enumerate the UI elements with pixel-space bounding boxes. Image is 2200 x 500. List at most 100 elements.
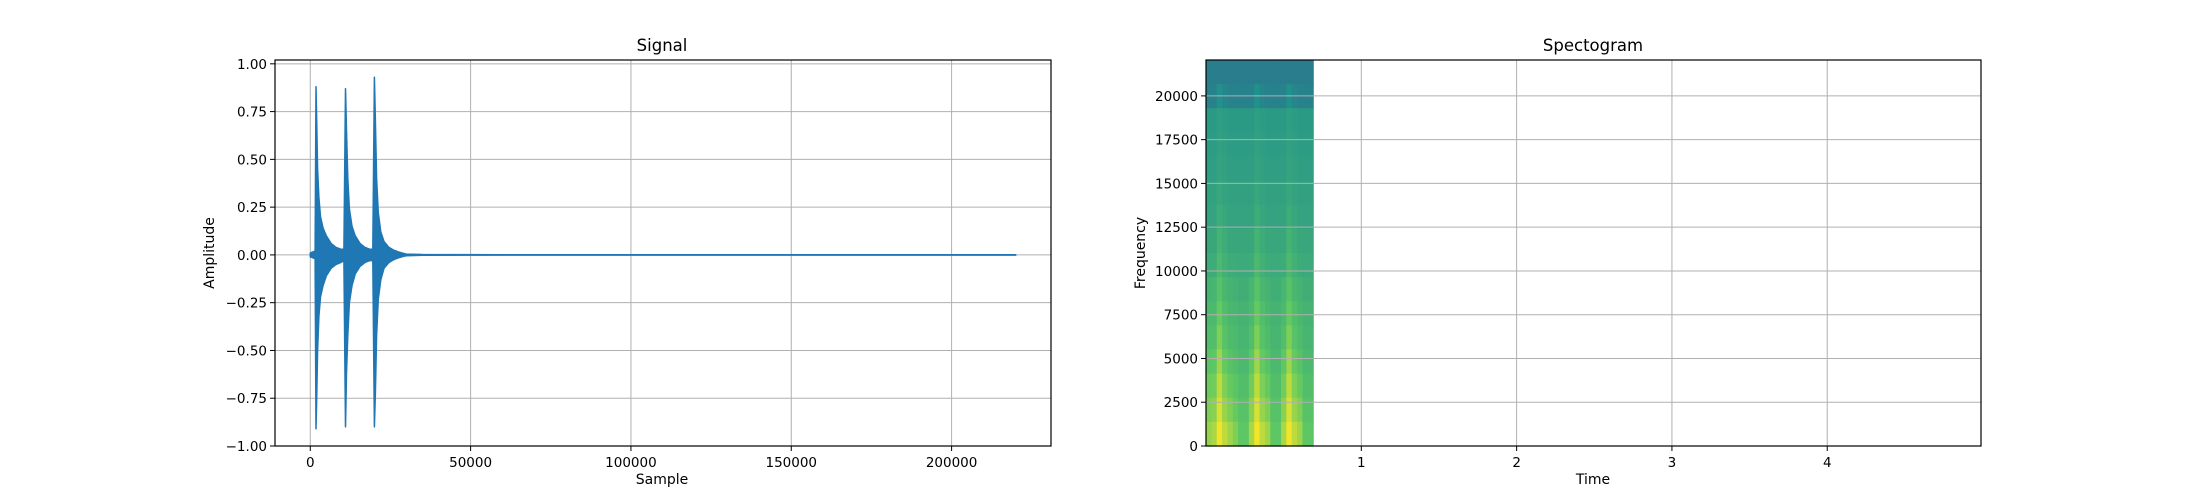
spectrogram-cell	[1216, 253, 1223, 278]
spectrogram-cell	[1259, 421, 1266, 447]
spectrogram-cell	[1254, 228, 1261, 254]
spectrogram-cell	[1254, 301, 1261, 326]
spectrogram-cell	[1238, 180, 1245, 206]
spectrogram-cell	[1259, 156, 1266, 182]
spectrogram-cell	[1281, 325, 1287, 351]
spectrogram-cell	[1275, 84, 1282, 109]
spectrogram-cell	[1307, 421, 1314, 447]
spectrogram-cell	[1216, 373, 1223, 399]
spectrogram-cell	[1281, 349, 1287, 375]
spectrogram-cell	[1275, 60, 1282, 85]
spectrogram-plot: Spectogram Time Frequency 1 2 3 4 0 2500 5000 7…	[1133, 36, 1982, 488]
spectrogram-cell	[1270, 349, 1277, 375]
spectrogram-cell	[1206, 397, 1212, 423]
spectrogram-cell	[1206, 108, 1212, 133]
spectrogram-cell	[1291, 204, 1298, 230]
spectrogram-cell	[1232, 132, 1239, 158]
spectrogram-cell	[1222, 277, 1229, 302]
spectrogram-cell	[1211, 349, 1218, 375]
spectrogram-cell	[1264, 325, 1271, 351]
signal-ytick-label: −0.75	[226, 391, 267, 407]
spectrogram-cell	[1216, 228, 1223, 254]
spectrogram-cell	[1264, 253, 1271, 278]
spectrogram-cell	[1281, 132, 1287, 158]
spectrogram-cell	[1270, 156, 1277, 182]
spectrogram-cell	[1291, 277, 1298, 302]
spectrogram-cell	[1254, 132, 1261, 158]
spectrogram-cell	[1281, 397, 1287, 423]
spectrogram-cell	[1264, 180, 1271, 206]
signal-xtick-label: 150000	[765, 455, 817, 471]
spectrogram-cell	[1264, 301, 1271, 326]
spectrogram-cell	[1227, 421, 1234, 447]
spectrogram-cell	[1307, 277, 1314, 302]
spectrogram-cell	[1238, 132, 1245, 158]
spectrogram-cell	[1254, 180, 1261, 206]
spectrogram-cell	[1222, 373, 1229, 399]
spectrogram-cell	[1297, 253, 1304, 278]
spectrogram-xtick-label: 1	[1357, 455, 1366, 471]
spectrogram-cell	[1307, 253, 1314, 278]
spectrogram-cell	[1222, 253, 1229, 278]
spectrogram-cell	[1259, 180, 1266, 206]
spectrogram-cell	[1297, 132, 1304, 158]
spectrogram-cell	[1238, 373, 1245, 399]
spectrogram-cell	[1227, 180, 1234, 206]
signal-ytick-label: 0.25	[237, 200, 267, 216]
spectrogram-cell	[1243, 60, 1250, 85]
spectrogram-cell	[1232, 84, 1239, 109]
spectrogram-ytick-label: 10000	[1155, 264, 1198, 280]
spectrogram-cell	[1259, 301, 1266, 326]
signal-axes-frame	[274, 59, 1052, 447]
spectrogram-cell	[1281, 180, 1287, 206]
spectrogram-cell	[1254, 84, 1261, 109]
signal-xtick-label: 0	[306, 455, 315, 471]
spectrogram-cell	[1248, 228, 1255, 254]
spectrogram-cell	[1302, 373, 1309, 399]
spectrogram-cell	[1281, 228, 1287, 254]
spectrogram-cell	[1206, 373, 1212, 399]
spectrogram-cell	[1222, 180, 1229, 206]
spectrogram-cell	[1216, 108, 1223, 133]
spectrogram-cell	[1291, 349, 1298, 375]
spectrogram-cell	[1302, 325, 1309, 351]
spectrogram-cell	[1254, 349, 1261, 375]
signal-xtick-label: 100000	[605, 455, 657, 471]
spectrogram-cell	[1275, 373, 1282, 399]
spectrogram-cell	[1211, 180, 1218, 206]
spectrogram-cell	[1259, 397, 1266, 423]
signal-title: Signal	[637, 36, 688, 55]
spectrogram-cell	[1286, 132, 1293, 158]
spectrogram-cell	[1248, 108, 1255, 133]
spectrogram-cell	[1238, 349, 1245, 375]
spectrogram-cell	[1206, 325, 1212, 351]
spectrogram-cell	[1291, 60, 1298, 85]
spectrogram-cell	[1286, 180, 1293, 206]
spectrogram-cell	[1302, 84, 1309, 109]
spectrogram-cell	[1270, 108, 1277, 133]
spectrogram-cell	[1211, 228, 1218, 254]
spectrogram-cell	[1264, 156, 1271, 182]
spectrogram-cell	[1222, 228, 1229, 254]
spectrogram-cell	[1243, 277, 1250, 302]
spectrogram-cell	[1281, 421, 1287, 447]
spectrogram-cell	[1254, 156, 1261, 182]
spectrogram-cell	[1206, 253, 1212, 278]
spectrogram-cell	[1291, 421, 1298, 447]
spectrogram-cell	[1281, 253, 1287, 278]
spectrogram-cell	[1254, 253, 1261, 278]
spectrogram-cell	[1264, 84, 1271, 109]
spectrogram-cell	[1281, 204, 1287, 230]
spectrogram-cell	[1286, 373, 1293, 399]
spectrogram-cell	[1216, 277, 1223, 302]
spectrogram-cell	[1216, 349, 1223, 375]
spectrogram-cell	[1307, 397, 1314, 423]
spectrogram-cell	[1291, 156, 1298, 182]
spectrogram-cell	[1270, 373, 1277, 399]
spectrogram-cell	[1216, 156, 1223, 182]
spectrogram-title: Spectogram	[1543, 36, 1643, 55]
spectrogram-cell	[1264, 204, 1271, 230]
spectrogram-cell	[1238, 397, 1245, 423]
spectrogram-cell	[1216, 421, 1223, 447]
